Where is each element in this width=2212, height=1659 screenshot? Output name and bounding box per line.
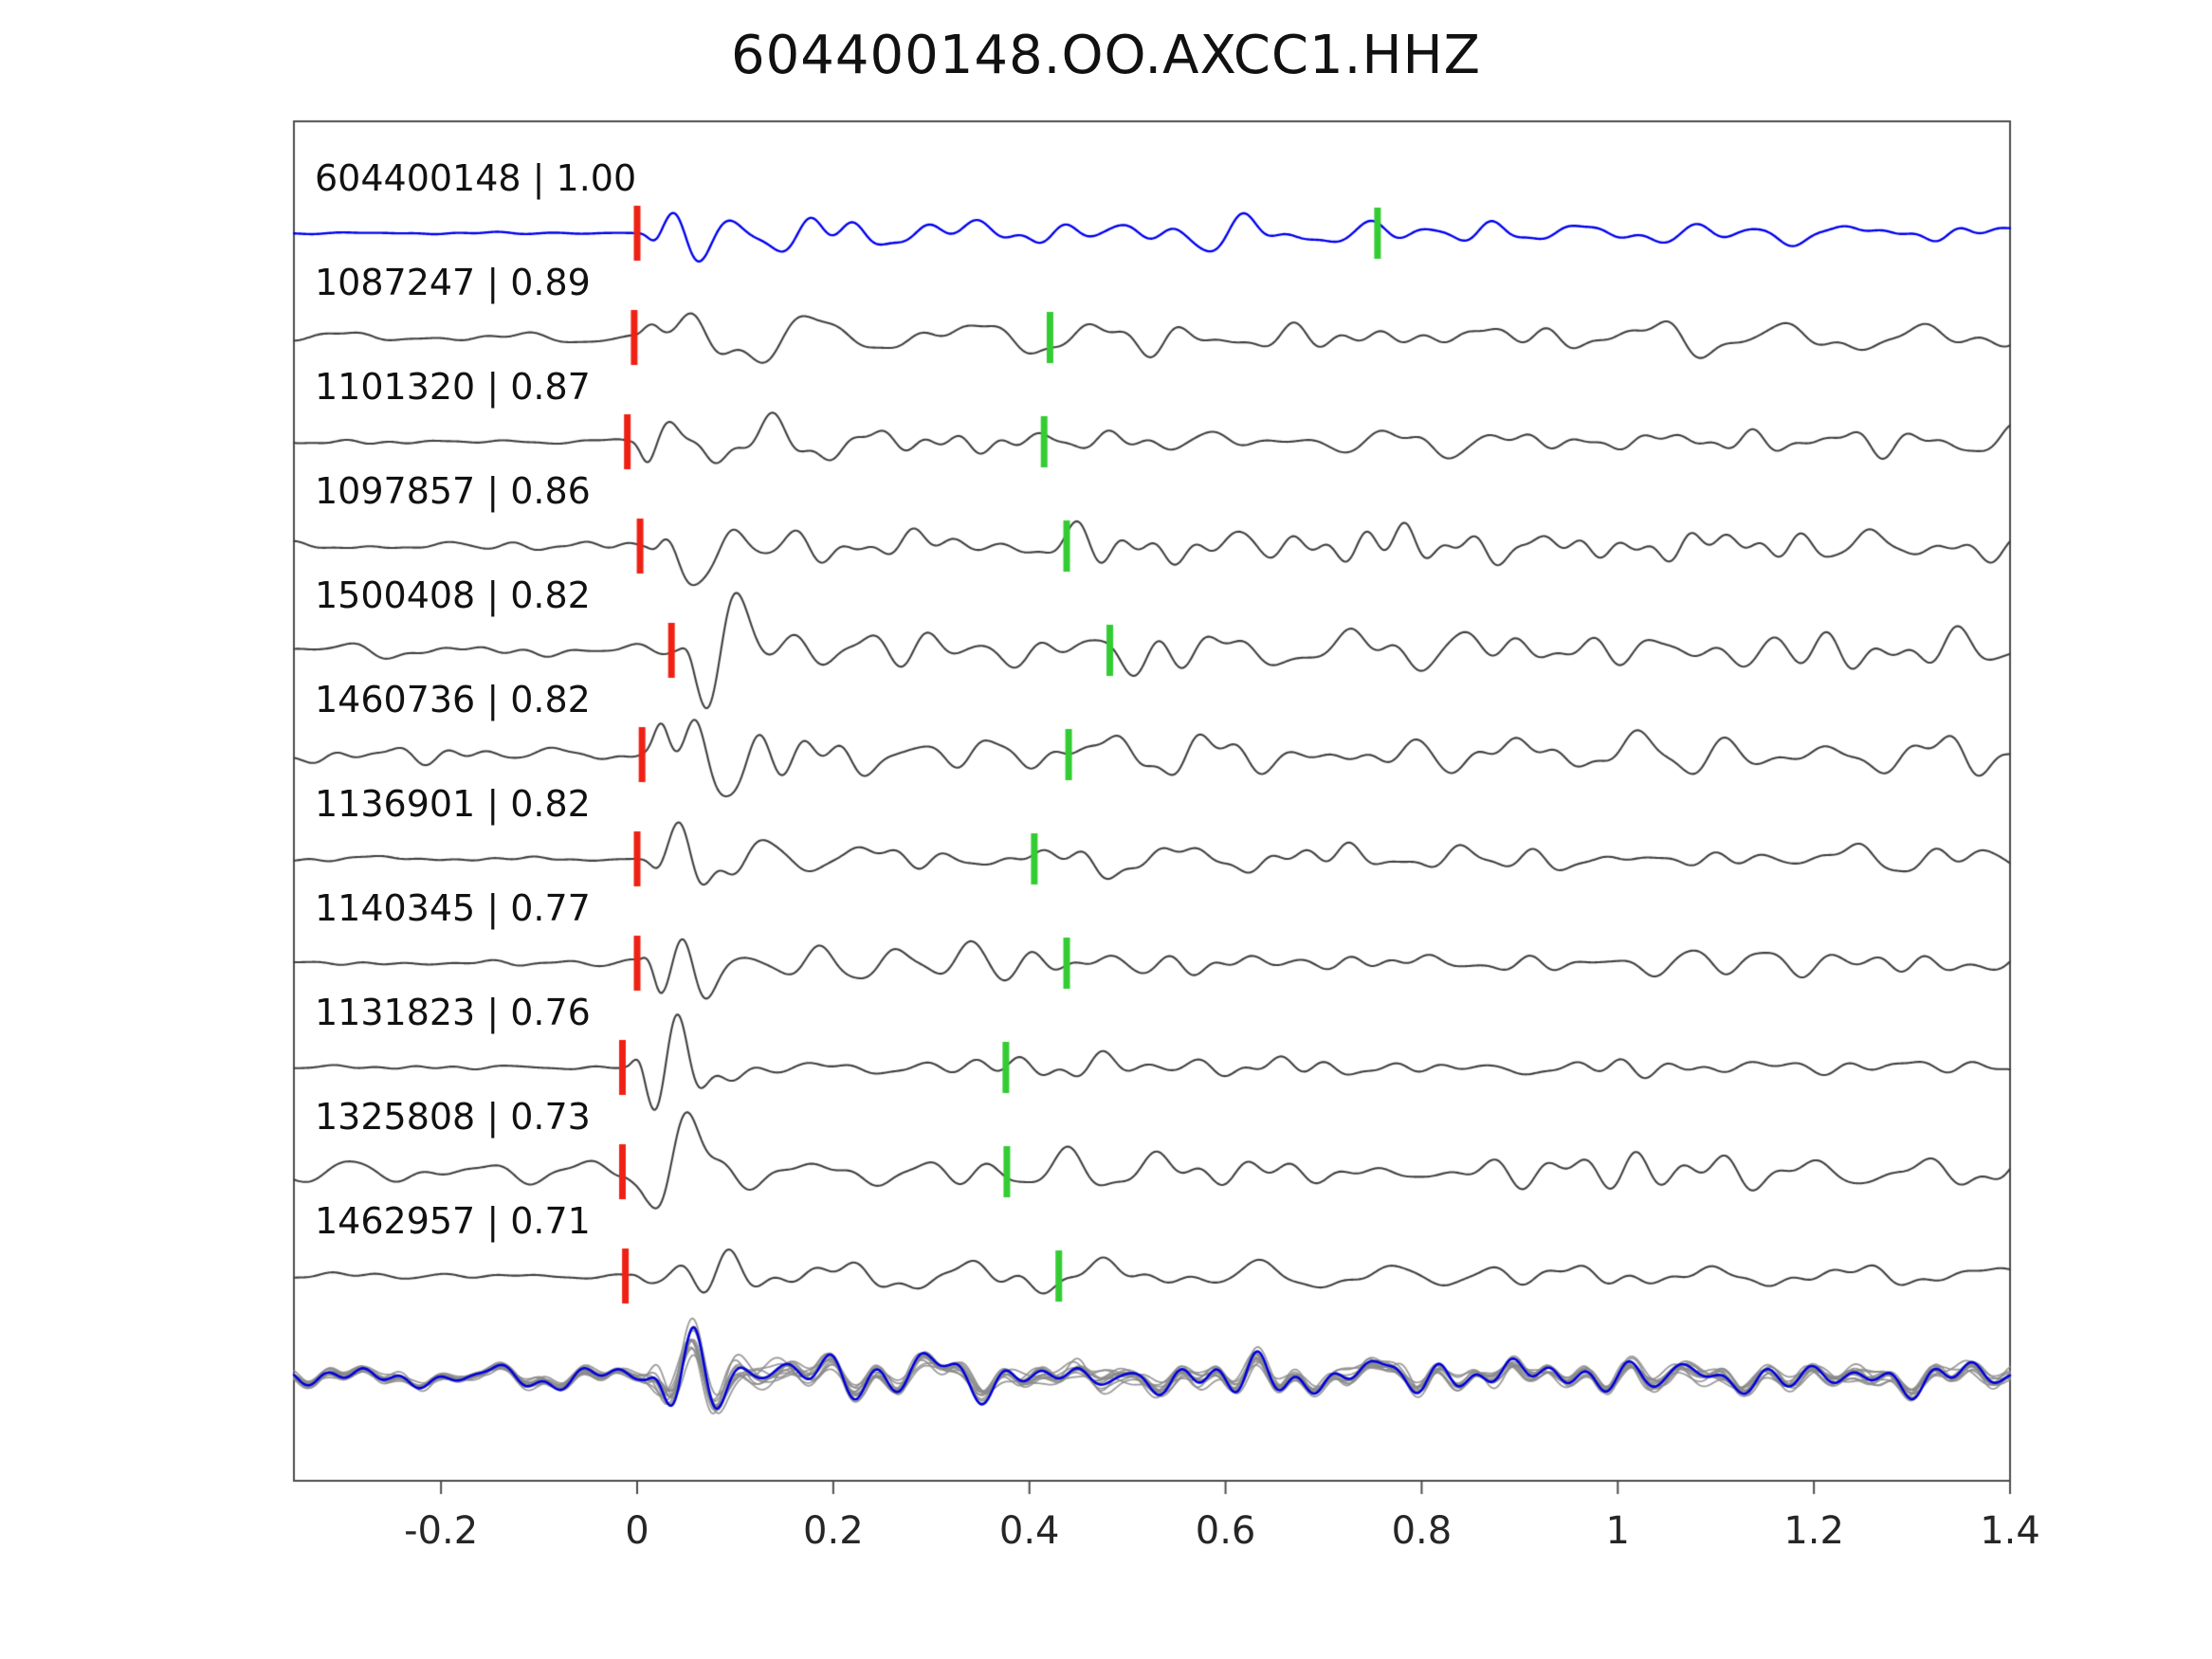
waveform-figure: 604400148.OO.AXCC1.HHZ 604400148 | 1.001… (0, 0, 2212, 1659)
seismogram-canvas (0, 0, 2212, 1659)
